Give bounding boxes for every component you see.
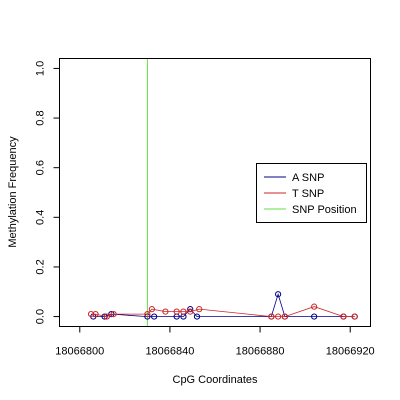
data-point-t-snp — [340, 313, 347, 320]
x-tick-label: 18066880 — [236, 346, 285, 358]
y-tick-label: 1.0 — [35, 61, 47, 76]
legend-label-a-snp: A SNP — [292, 172, 324, 184]
legend-label-snp-position: SNP Position — [292, 204, 357, 216]
legend: A SNP T SNP SNP Position — [256, 163, 367, 223]
y-tick-label: 0.6 — [35, 160, 47, 175]
data-point-a-snp — [193, 313, 201, 320]
series-line-a-snp — [93, 292, 355, 318]
data-point-t-snp — [173, 308, 180, 315]
plot-frame — [59, 58, 371, 327]
x-tick-label: 18066840 — [145, 346, 194, 358]
data-point-a-snp — [275, 291, 282, 298]
y-tick-label: 0.8 — [35, 110, 47, 125]
x-tick-label: 18066920 — [326, 346, 375, 358]
data-point-t-snp — [281, 313, 288, 320]
y-axis-title: Methylation Frequency — [7, 136, 19, 248]
data-point-t-snp — [103, 313, 110, 320]
data-point-t-snp — [87, 310, 95, 318]
data-point-a-snp — [311, 313, 318, 320]
data-point-t-snp — [180, 308, 187, 315]
data-point-t-snp — [351, 313, 358, 320]
data-point-t-snp — [110, 310, 117, 318]
y-axis: 0.0 0.2 0.4 0.6 0.8 1.0 — [35, 61, 60, 324]
data-point-t-snp — [148, 306, 155, 313]
x-tick-label: 18066800 — [55, 346, 104, 358]
data-point-t-snp — [268, 313, 275, 320]
y-tick-label: 0.2 — [35, 259, 47, 274]
data-point-t-snp — [187, 308, 194, 315]
data-point-t-snp — [196, 306, 203, 313]
y-tick-label: 0.0 — [35, 309, 47, 324]
data-point-t-snp — [162, 308, 169, 315]
data-point-a-snp — [151, 313, 158, 320]
data-point-t-snp — [144, 310, 151, 318]
data-point-t-snp — [275, 313, 282, 320]
y-tick-label: 0.4 — [35, 210, 47, 225]
x-axis: 18066800 18066840 18066880 18066920 — [55, 326, 375, 358]
x-axis-title: CpG Coordinates — [173, 374, 258, 386]
legend-label-t-snp: T SNP — [292, 188, 324, 200]
data-point-t-snp — [92, 310, 99, 318]
data-point-t-snp — [311, 303, 318, 310]
